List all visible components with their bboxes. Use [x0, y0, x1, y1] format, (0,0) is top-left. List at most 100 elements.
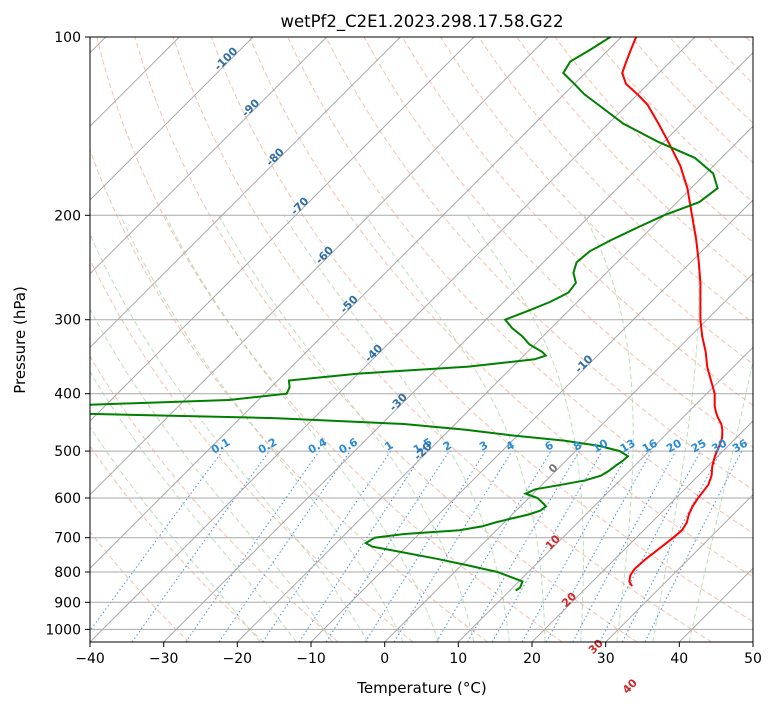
mixing-ratio-line — [262, 450, 392, 642]
isotherm-line — [90, 37, 475, 422]
mixing-ratio-label: 0.2 — [256, 436, 279, 457]
mixing-ratio-line — [131, 450, 270, 642]
moist-adiabat — [583, 215, 634, 642]
moist-adiabat — [466, 215, 584, 642]
dewpoint-profile-line — [90, 37, 719, 592]
y-axis-label: Pressure (hPa) — [11, 286, 29, 394]
x-tick-label: −20 — [223, 651, 253, 667]
mixing-ratio-line — [572, 450, 677, 642]
y-tick-label: 900 — [54, 595, 81, 611]
isotherm-line — [310, 199, 753, 642]
mixing-ratio-line — [325, 450, 450, 642]
mixing-ratio-line — [435, 450, 552, 642]
dry-adiabat — [707, 37, 753, 85]
dry-adiabat — [439, 37, 753, 365]
dry-adiabat — [90, 355, 339, 642]
isotherm-label: -10 — [572, 352, 595, 375]
mixing-ratio-label: 0.4 — [306, 435, 330, 456]
moist-adiabat — [688, 358, 753, 642]
isotherm-line — [163, 51, 753, 642]
plot-frame — [89, 36, 754, 643]
x-tick-label: 10 — [449, 651, 467, 667]
mixing-ratio-line — [621, 450, 722, 642]
dry-adiabat — [90, 445, 264, 642]
dry-adiabat — [90, 258, 414, 642]
mixing-ratio-line — [298, 450, 425, 642]
isotherm-label: -70 — [288, 194, 311, 217]
x-tick-label: −40 — [75, 651, 105, 667]
dry-adiabat — [96, 37, 563, 642]
isotherm-line — [236, 125, 753, 642]
profile-lines — [90, 37, 724, 592]
mixing-ratio-label: 10 — [590, 436, 610, 455]
isotherm-line — [678, 567, 753, 642]
dry-adiabat — [669, 37, 753, 124]
isotherm-line — [90, 37, 696, 642]
x-axis: −40 −30 −20 −10 0 10 20 30 40 50 — [75, 642, 762, 667]
isotherm-label: -40 — [362, 341, 385, 364]
mixing-ratio-label: 25 — [689, 437, 709, 456]
dry-adiabat — [592, 37, 753, 203]
y-tick-label: 700 — [54, 531, 81, 547]
dry-adiabat — [363, 37, 753, 448]
mixing-ratio-line — [218, 450, 351, 642]
x-tick-label: 40 — [670, 651, 688, 667]
y-tick-label: 100 — [54, 30, 81, 46]
mixing-ratio-line — [393, 450, 513, 642]
y-tick-label: 1000 — [45, 622, 81, 638]
x-axis-label: Temperature (°C) — [356, 679, 486, 697]
moist-adiabat — [283, 215, 510, 642]
x-tick-label: −10 — [296, 651, 326, 667]
isotherm-label: -50 — [338, 292, 361, 315]
isotherm-line — [90, 37, 401, 349]
background-lines — [90, 37, 753, 642]
isotherm-line — [457, 346, 753, 642]
x-tick-label: −30 — [149, 651, 179, 667]
mixing-ratio-line — [545, 450, 653, 642]
dry-adiabat — [325, 37, 753, 491]
isotherm-label: 20 — [559, 590, 579, 610]
isotherm-line — [384, 272, 753, 642]
moist-adiabat — [90, 426, 261, 642]
moist-adiabat — [218, 215, 475, 642]
mixing-ratio-line — [644, 450, 743, 642]
mixing-ratio-line — [185, 450, 320, 642]
isotherm-label: 40 — [620, 676, 640, 696]
isotherm-line — [90, 37, 254, 201]
moist-adiabat — [164, 215, 439, 642]
isotherm-line — [531, 420, 753, 642]
mixing-ratio-label: 36 — [730, 436, 750, 455]
moist-adiabat — [90, 232, 369, 642]
y-tick-label: 800 — [54, 565, 81, 581]
mixing-ratio-line — [599, 450, 701, 642]
mixing-ratio-label: 16 — [640, 436, 660, 455]
y-tick-label: 500 — [54, 444, 81, 460]
isotherm-label: -80 — [264, 145, 287, 168]
isotherm-label: -100 — [212, 44, 241, 73]
isotherm-line — [90, 37, 622, 570]
mixing-ratio-label: 0.1 — [209, 436, 232, 457]
moist-adiabat — [364, 215, 546, 642]
y-axis: 100 200 300 400 500 600 700 800 900 1000 — [45, 30, 90, 638]
y-tick-label: 600 — [54, 491, 81, 507]
dry-adiabat — [554, 37, 753, 243]
dry-adiabat — [745, 37, 753, 45]
isotherm-line — [90, 37, 549, 496]
isotherm-label: 10 — [543, 532, 563, 552]
y-tick-label: 300 — [54, 313, 81, 329]
isotherm-line — [752, 641, 753, 642]
dry-adiabat — [210, 37, 753, 623]
dry-adiabat — [134, 37, 638, 642]
chart-title: wetPf2_C2E1.2023.298.17.58.G22 — [280, 12, 563, 32]
mixing-ratio-line — [364, 450, 486, 642]
isotherm-line — [90, 37, 328, 275]
moist-adiabat — [652, 215, 700, 642]
mixing-ratio-label: 30 — [709, 436, 729, 455]
mixing-ratio-line — [90, 450, 223, 632]
temperature-profile-line — [621, 37, 724, 587]
dry-adiabat — [249, 37, 753, 578]
moist-adiabat — [90, 370, 297, 642]
y-tick-label: 400 — [54, 387, 81, 403]
dry-adiabat — [90, 148, 488, 642]
